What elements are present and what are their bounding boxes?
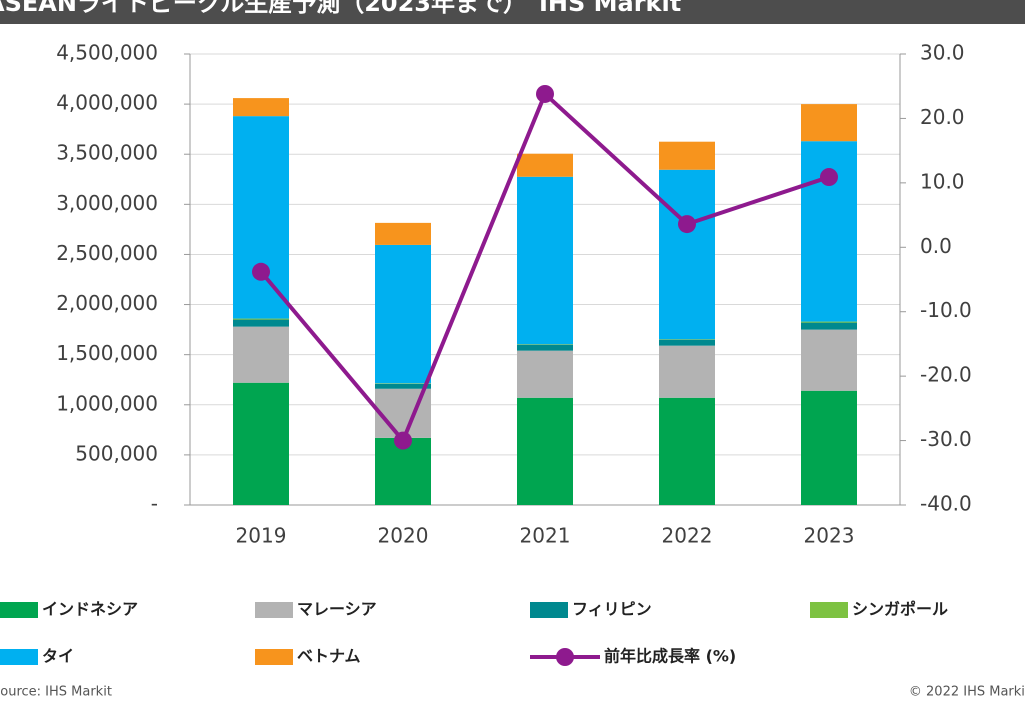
- legend-label: マレーシア: [297, 600, 377, 619]
- bar-segment: [233, 116, 289, 319]
- bar-segment: [801, 104, 857, 142]
- x-tick-label: 2020: [378, 524, 429, 548]
- bar-segment: [517, 344, 573, 345]
- legend-swatch: [530, 602, 568, 618]
- x-tick-label: 2021: [520, 524, 571, 548]
- line-marker: [536, 84, 554, 103]
- chart-title: ASEANライトビークル生産予測（2023年まで） IHS Markit: [0, 0, 681, 17]
- legend-swatch: [255, 649, 293, 665]
- bar-segment: [659, 141, 715, 170]
- y-tick-label: 1,500,000: [56, 341, 158, 365]
- bar-segment: [375, 222, 431, 245]
- legend-label: タイ: [42, 647, 74, 666]
- y2-tick-label: -30.0: [920, 427, 972, 451]
- bar-segment: [233, 326, 289, 383]
- y-tick-label: 2,000,000: [56, 291, 158, 315]
- x-tick-label: 2022: [662, 524, 713, 548]
- y-tick-label: -: [151, 492, 158, 516]
- x-tick-label: 2023: [804, 524, 855, 548]
- bar-segment: [233, 382, 289, 505]
- source: Source: IHS Markit: [0, 685, 112, 699]
- y2-tick-label: -40.0: [920, 492, 972, 516]
- bar-segment: [375, 383, 431, 389]
- legend-swatch: [0, 602, 38, 618]
- title-bar: [0, 0, 1025, 24]
- x-tick-label: 2019: [236, 524, 287, 548]
- y-tick-label: 500,000: [75, 441, 158, 465]
- legend-label: フィリピン: [572, 600, 652, 619]
- legend-swatch: [810, 602, 848, 618]
- legend-label: ベトナム: [297, 647, 361, 666]
- y-tick-label: 3,500,000: [56, 141, 158, 165]
- y-tick-label: 4,000,000: [56, 91, 158, 115]
- bar-segment: [659, 169, 715, 340]
- legend-marker: [556, 648, 574, 666]
- y-tick-label: 2,500,000: [56, 241, 158, 265]
- bar-segment: [659, 345, 715, 398]
- bar-segment: [233, 318, 289, 320]
- bar-segment: [659, 339, 715, 346]
- line-marker: [252, 262, 270, 281]
- bar-segment: [801, 329, 857, 391]
- y-tick-label: 3,000,000: [56, 191, 158, 215]
- y-tick-label: 4,500,000: [56, 41, 158, 65]
- bar-segment: [517, 153, 573, 177]
- bar-segment: [375, 244, 431, 384]
- bar-segment: [517, 397, 573, 505]
- y2-tick-label: 0.0: [920, 234, 952, 258]
- y2-tick-label: -20.0: [920, 363, 972, 387]
- line-marker: [394, 431, 412, 450]
- legend-swatch: [255, 602, 293, 618]
- y-tick-label: 1,000,000: [56, 391, 158, 415]
- y2-tick-label: 20.0: [920, 105, 965, 129]
- bar-segment: [801, 322, 857, 330]
- legend-label: 前年比成長率 (%): [604, 647, 736, 666]
- y2-tick-label: 30.0: [920, 41, 965, 65]
- bar-segment: [659, 339, 715, 340]
- copyright: © 2022 IHS Markit: [909, 685, 1025, 699]
- y2-tick-label: -10.0: [920, 298, 972, 322]
- bar-segment: [517, 350, 573, 398]
- line-marker: [678, 215, 696, 234]
- bar-segment: [801, 390, 857, 505]
- legend-label: シンガポール: [852, 600, 948, 619]
- legend-label: インドネシア: [42, 600, 138, 619]
- bar-segment: [233, 319, 289, 327]
- bar-segment: [375, 383, 431, 384]
- bar-segment: [233, 98, 289, 117]
- bar-segment: [659, 397, 715, 505]
- bar-segment: [517, 344, 573, 351]
- bar-segment: [517, 176, 573, 345]
- line-marker: [820, 168, 838, 187]
- y2-tick-label: 10.0: [920, 169, 965, 193]
- bar-segment: [801, 321, 857, 323]
- legend-swatch: [0, 649, 38, 665]
